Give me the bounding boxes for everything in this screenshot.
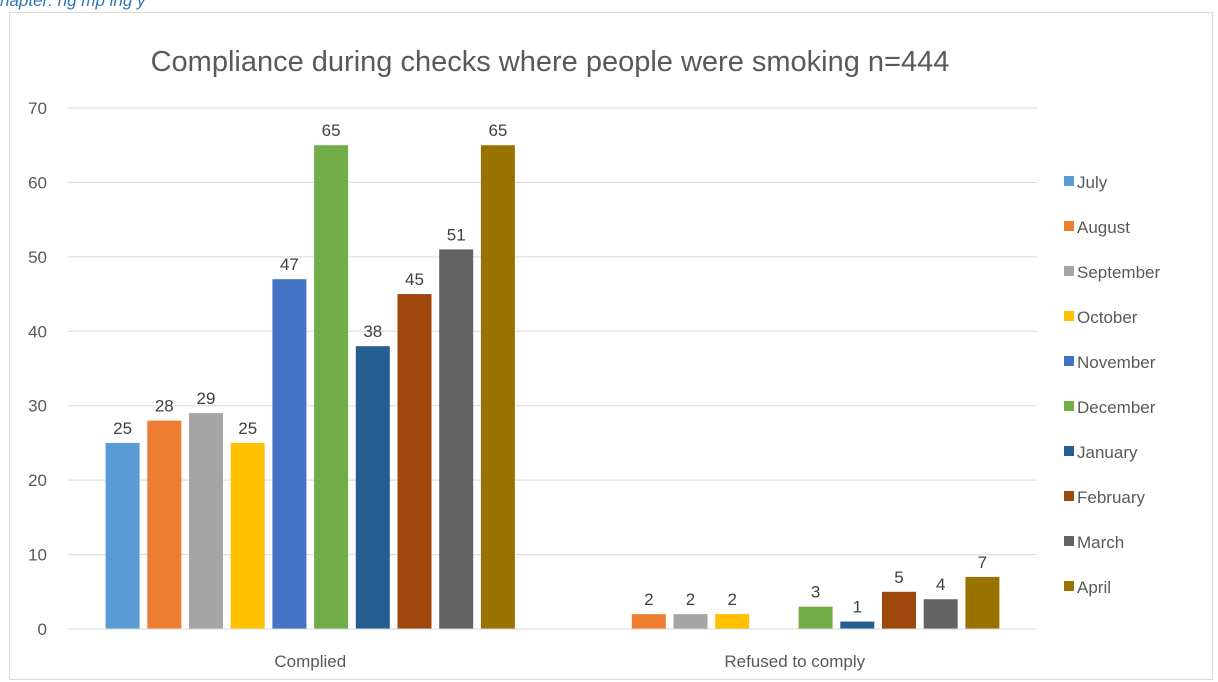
data-label: 45 — [405, 270, 424, 289]
data-label: 29 — [197, 389, 216, 408]
bar — [840, 621, 875, 629]
bar — [631, 614, 666, 629]
data-label: 51 — [447, 225, 466, 244]
legend-swatch — [1064, 266, 1074, 276]
legend-swatch — [1064, 311, 1074, 321]
legend-label: February — [1077, 488, 1146, 507]
data-label: 7 — [978, 553, 987, 572]
bar — [272, 279, 307, 629]
category-label: Refused to comply — [724, 652, 865, 671]
y-tick-label: 10 — [28, 546, 47, 565]
data-label: 2 — [727, 590, 736, 609]
data-label: 2 — [644, 590, 653, 609]
legend-label: July — [1077, 173, 1108, 192]
data-label: 28 — [155, 397, 174, 416]
bar — [673, 614, 708, 629]
bar — [397, 294, 432, 629]
data-label: 1 — [853, 598, 862, 617]
bar — [189, 413, 223, 629]
data-label: 47 — [280, 255, 299, 274]
legend-label: March — [1077, 533, 1124, 552]
legend-swatch — [1064, 401, 1074, 411]
chart-title: Compliance during checks where people we… — [150, 46, 950, 78]
bar — [882, 591, 916, 629]
legend-swatch — [1064, 581, 1074, 591]
bar — [230, 442, 265, 629]
bar — [965, 576, 1000, 629]
legend-label: January — [1077, 443, 1138, 462]
figure-caption: hapter: ng mp ing y — [0, 0, 146, 10]
y-tick-label: 50 — [28, 248, 47, 267]
y-tick-label: 20 — [28, 471, 47, 490]
legend-swatch — [1064, 176, 1074, 186]
bar — [480, 145, 515, 629]
legend-swatch — [1064, 536, 1074, 546]
y-tick-label: 70 — [28, 99, 47, 118]
legend-label: December — [1077, 398, 1156, 417]
bar — [439, 249, 474, 629]
legend-label: September — [1077, 263, 1160, 282]
legend-swatch — [1064, 221, 1074, 231]
legend-label: November — [1077, 353, 1156, 372]
data-label: 2 — [686, 590, 695, 609]
y-tick-label: 60 — [28, 173, 47, 192]
y-tick-label: 30 — [28, 397, 47, 416]
legend-swatch — [1064, 356, 1074, 366]
legend-label: October — [1077, 308, 1138, 327]
data-label: 65 — [488, 121, 507, 140]
data-label: 65 — [322, 121, 341, 140]
data-label: 25 — [113, 419, 132, 438]
bar — [715, 614, 750, 629]
bar — [147, 420, 182, 629]
legend-label: April — [1077, 578, 1111, 597]
data-label: 25 — [238, 419, 257, 438]
data-label: 3 — [811, 583, 820, 602]
legend-swatch — [1064, 491, 1074, 501]
data-label: 4 — [936, 575, 945, 594]
bar — [314, 145, 349, 629]
bar — [798, 606, 833, 629]
data-label: 5 — [894, 568, 903, 587]
legend-label: August — [1077, 218, 1130, 237]
legend-swatch — [1064, 446, 1074, 456]
category-label: Complied — [274, 652, 346, 671]
data-label: 38 — [363, 322, 382, 341]
bar — [105, 442, 140, 629]
y-tick-label: 40 — [28, 322, 47, 341]
bar — [355, 346, 390, 629]
bar — [923, 599, 958, 629]
y-tick-label: 0 — [38, 620, 47, 639]
